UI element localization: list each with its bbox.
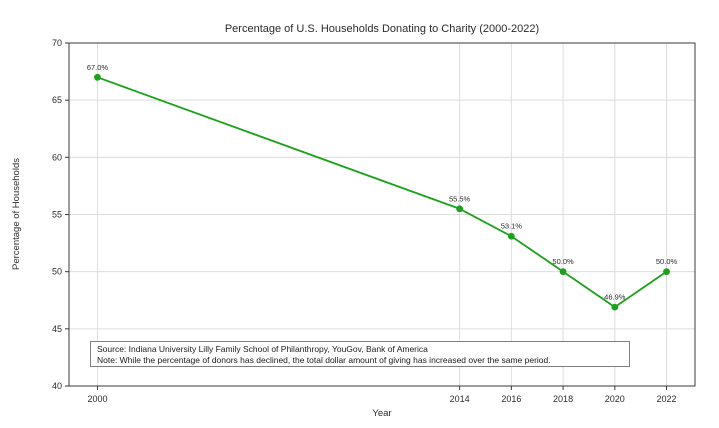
x-tick-label: 2020 xyxy=(605,394,625,404)
source-note-line2: Note: While the percentage of donors has… xyxy=(97,354,551,365)
data-point-label: 67.0% xyxy=(87,63,109,72)
data-series xyxy=(94,73,670,311)
data-point-label: 50.0% xyxy=(552,257,574,266)
y-tick-label: 40 xyxy=(52,381,62,391)
source-note-line1: Source: Indiana University Lilly Family … xyxy=(97,344,428,354)
chart-title: Percentage of U.S. Households Donating t… xyxy=(225,23,539,35)
x-tick-label: 2018 xyxy=(553,394,573,404)
x-axis-label: Year xyxy=(372,408,391,419)
data-point-marker xyxy=(559,268,567,276)
source-note-box: Source: Indiana University Lilly Family … xyxy=(90,341,630,367)
x-tick-label: 2014 xyxy=(450,394,470,404)
x-tick-label: 2016 xyxy=(501,394,521,404)
data-point-label: 53.1% xyxy=(501,222,523,231)
y-tick-label: 70 xyxy=(52,38,62,48)
y-tick-label: 65 xyxy=(52,95,62,105)
data-point-marker xyxy=(611,303,619,311)
y-tick-label: 50 xyxy=(52,267,62,277)
y-tick-label: 55 xyxy=(52,210,62,220)
data-point-marker xyxy=(456,205,464,213)
axis-ticks: 2000 2014 2016 2018 2020 2022 70 65 60 55 50 45 40 xyxy=(52,38,677,404)
data-point-marker xyxy=(94,73,101,81)
gridlines xyxy=(69,42,695,387)
y-tick-label: 45 xyxy=(52,324,62,334)
data-point-marker xyxy=(507,232,515,240)
data-point-label: 50.0% xyxy=(656,257,678,266)
donation-trend-line xyxy=(97,76,668,309)
data-point-marker xyxy=(663,268,670,276)
data-point-label: 46.9% xyxy=(604,293,626,302)
y-axis-label: Percentage of Households xyxy=(11,158,22,270)
data-point-label: 55.5% xyxy=(449,194,471,203)
y-tick-label: 60 xyxy=(52,152,62,162)
x-tick-label: 2000 xyxy=(87,394,107,404)
data-point-labels: 67.0% 55.5% 53.1% 50.0% 46.9% 50.0% xyxy=(87,63,678,302)
x-tick-label: 2022 xyxy=(657,394,677,404)
